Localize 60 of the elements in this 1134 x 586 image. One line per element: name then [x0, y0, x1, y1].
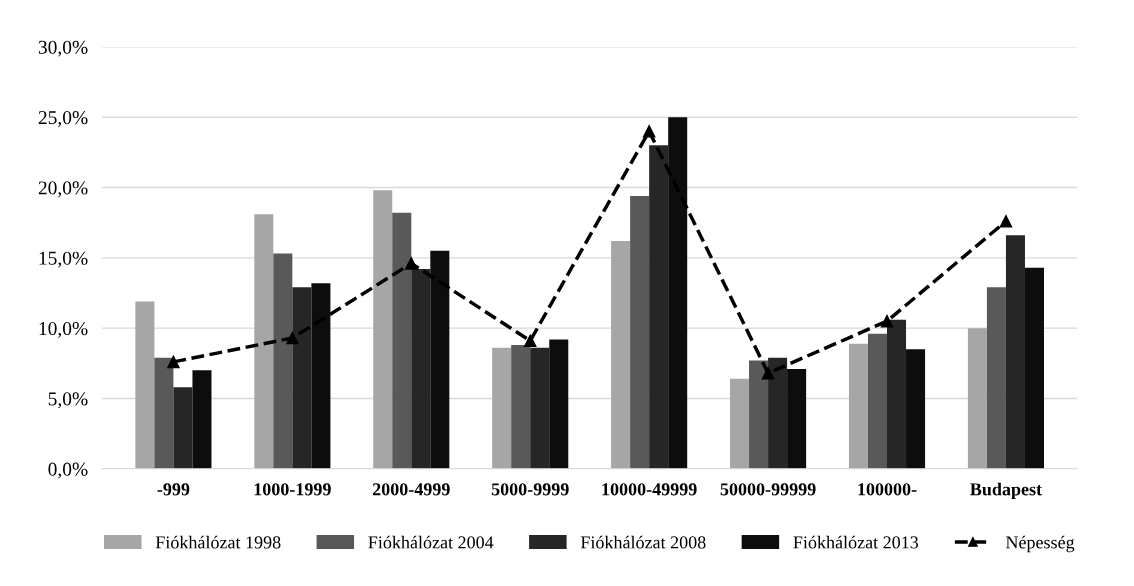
bar — [254, 214, 274, 469]
point — [405, 257, 418, 270]
bar — [1024, 267, 1044, 469]
point — [642, 125, 656, 138]
bar — [986, 287, 1006, 469]
legend-label: Fiókhálózat 2013 — [793, 535, 919, 549]
bar — [511, 345, 531, 469]
y-tick-label: 25,0% — [38, 111, 88, 127]
bar — [1005, 235, 1025, 469]
bar — [867, 333, 888, 469]
bar — [311, 283, 331, 469]
bar — [906, 349, 926, 469]
bar — [154, 357, 174, 469]
x-tick-label: 1000-1999 — [254, 483, 331, 496]
y-tick-label: 0,0% — [48, 462, 88, 479]
bar — [730, 378, 750, 469]
bar — [768, 357, 788, 469]
legend-label: Fiókhálózat 1998 — [155, 535, 281, 549]
bar — [630, 195, 650, 469]
x-tick-label: 50000-99999 — [720, 483, 816, 496]
bar — [192, 370, 212, 469]
y-tick-label: 30,0% — [38, 40, 88, 57]
bar — [411, 269, 431, 469]
point — [761, 366, 775, 380]
bar — [967, 328, 987, 469]
point — [999, 215, 1013, 228]
bar — [273, 253, 293, 469]
bar — [787, 368, 807, 469]
x-tick-label: 10000-49999 — [602, 483, 697, 496]
bar — [749, 360, 769, 469]
bar — [649, 145, 669, 469]
point — [286, 331, 299, 345]
x-tick-label: Budapest — [970, 482, 1042, 500]
y-tick-label: 5,0% — [48, 392, 88, 409]
x-tick-label: 2000-4999 — [372, 483, 450, 496]
y-tick-label: 20,0% — [38, 181, 88, 198]
x-tick-label: 5000-9999 — [491, 483, 569, 496]
bar — [430, 250, 450, 469]
y-tick-label: 15,0% — [39, 251, 88, 268]
legend-label: Fiókhálózat 2004 — [368, 535, 494, 549]
bar — [135, 301, 155, 469]
bar — [292, 287, 312, 469]
bar — [530, 347, 550, 469]
legend-label: Fiókhálózat 2008 — [580, 535, 706, 549]
x-tick-label: -999 — [157, 483, 190, 496]
bar — [848, 343, 868, 469]
bar — [611, 240, 631, 469]
bar — [373, 190, 393, 469]
x-tick-label: 100000- — [858, 483, 917, 496]
bar — [887, 319, 907, 469]
bar — [492, 347, 512, 469]
point — [523, 334, 537, 348]
bar — [668, 117, 688, 469]
point — [167, 355, 180, 369]
y-tick-label: 10,0% — [39, 321, 88, 338]
bar — [173, 387, 193, 469]
point — [880, 314, 894, 328]
bar — [549, 339, 569, 469]
bar — [392, 212, 412, 469]
legend-label: Népesség — [1005, 535, 1075, 553]
